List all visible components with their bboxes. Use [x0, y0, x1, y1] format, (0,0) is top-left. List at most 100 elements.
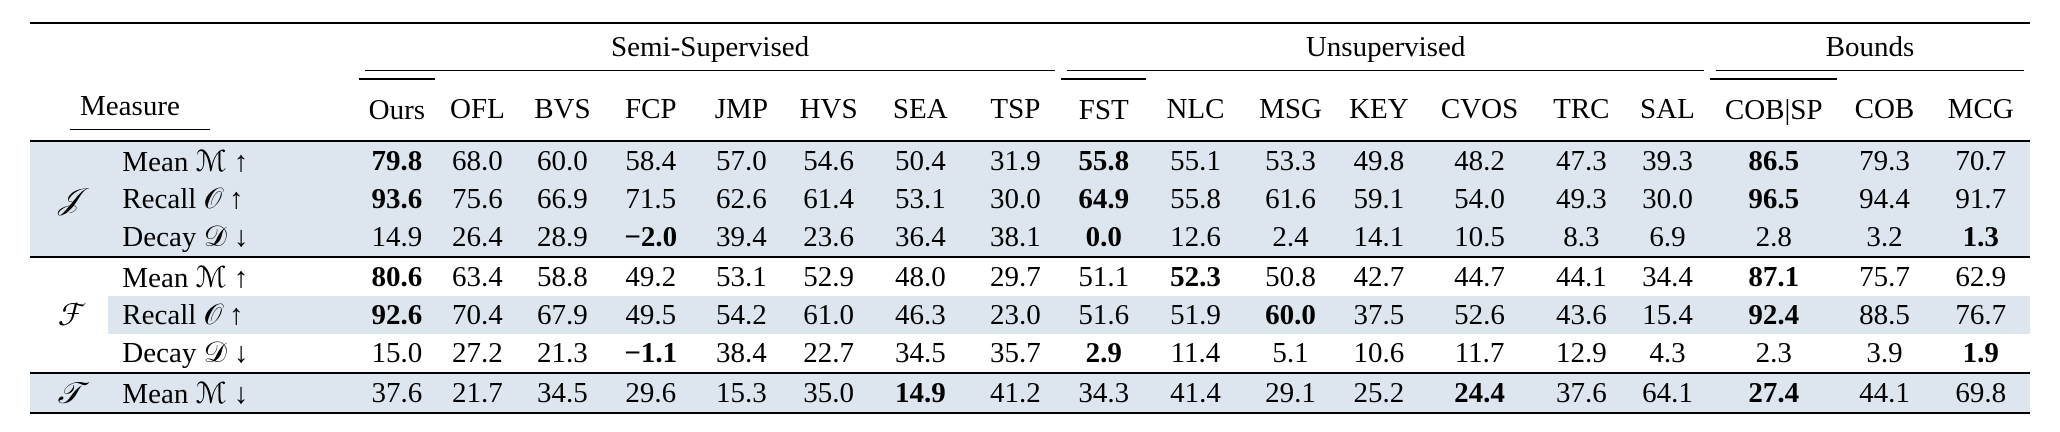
table-cell: 12.6: [1146, 218, 1245, 257]
table-cell: 34.3: [1061, 372, 1147, 414]
table-cell: 11.7: [1454, 336, 1505, 369]
table-cell: 54.6: [786, 140, 872, 180]
table-row: 𝒯 Mean ℳ ↓ 37.6 21.7 34.5 29.6 15.3 35.0 14.9 41.…: [30, 372, 2030, 414]
table-cell: 91.7: [1931, 180, 2030, 218]
table-cell: 87.1: [1709, 256, 1838, 296]
row-group-symbol: ℱ: [30, 256, 109, 373]
table-cell: 38.4: [715, 336, 767, 369]
column-header-ours: Ours: [358, 78, 435, 141]
table-cell: 1.9: [1962, 336, 1999, 369]
table-cell: 60.0: [519, 140, 605, 180]
table-cell: 70.4: [434, 296, 520, 334]
table-cell: 62.6: [696, 180, 787, 218]
table-cell: 43.6: [1537, 296, 1625, 334]
table-cell: 14.1: [1336, 218, 1422, 257]
table-cell: 50.8: [1244, 256, 1337, 296]
table-cell: 67.9: [519, 296, 605, 334]
table-cell: 86.5: [1709, 140, 1838, 180]
table-cell: 2.3: [1755, 336, 1792, 369]
table-cell: 54.0: [1421, 180, 1538, 218]
table-cell: 51.9: [1146, 296, 1245, 334]
table-cell: 15.3: [696, 372, 787, 414]
table-cell: 14.9: [358, 218, 435, 257]
table-cell: 70.7: [1931, 140, 2030, 180]
table-cell: 94.4: [1837, 180, 1932, 218]
table-cell: 46.3: [871, 296, 970, 334]
table-row: ℱ Mean ℳ ↑ 80.6 63.4 58.8 49.2 53.1 52.9 48.0 29.…: [30, 256, 2030, 373]
table-cell: 27.2: [452, 336, 503, 369]
row-group-symbol: 𝒯: [30, 372, 109, 414]
table-cell: 49.5: [604, 296, 697, 334]
table-cell: 42.7: [1336, 256, 1422, 296]
table-cell: 52.9: [786, 256, 872, 296]
measure-header: Measure: [30, 79, 359, 141]
metric-label: Mean ℳ ↑: [108, 140, 359, 180]
table-cell: 55.8: [1061, 140, 1147, 180]
table-row: Recall 𝒪 ↑ 93.6 75.6 66.9 71.5 62.6 61.4 53.1 30…: [30, 180, 2030, 218]
table-cell: 92.4: [1709, 296, 1838, 334]
table-cell: 39.3: [1624, 140, 1710, 180]
table-cell: 48.2: [1421, 140, 1538, 180]
metric-label: Recall 𝒪 ↑: [108, 180, 359, 218]
table-cell: 2.8: [1709, 218, 1838, 257]
table-cell: 3.9: [1866, 336, 1903, 369]
table-cell: 27.4: [1709, 372, 1838, 414]
metric-label: Decay 𝒟 ↓: [108, 218, 359, 257]
table-cell: 15.4: [1624, 296, 1710, 334]
table-cell: 8.3: [1537, 218, 1625, 257]
table-cell: 0.0: [1061, 218, 1147, 257]
table-cell: 24.4: [1421, 372, 1538, 414]
column-header-fst: FST: [1061, 78, 1147, 141]
table-cell: 36.4: [871, 218, 970, 257]
table-cell: 37.6: [358, 372, 435, 414]
table-row: Recall 𝒪 ↑ 92.6 70.4 67.9 49.5 54.2 61.0 46.3 23…: [30, 296, 2030, 334]
table-cell: 79.3: [1837, 140, 1932, 180]
table-cell: 37.6: [1537, 372, 1625, 414]
table-cell: 44.1: [1537, 256, 1625, 296]
table-cell: 15.0: [371, 336, 423, 369]
group-header-row: Semi-Supervised Unsupervised Bounds: [30, 22, 2030, 79]
table-cell: 2.4: [1244, 218, 1337, 257]
table-cell: 57.0: [696, 140, 787, 180]
table-cell: 28.9: [519, 218, 605, 257]
table-cell: 29.1: [1244, 372, 1337, 414]
column-header-hvs: HVS: [799, 93, 858, 125]
table-cell: 55.8: [1146, 180, 1245, 218]
column-header-bvs: BVS: [534, 93, 591, 125]
table-cell: 39.4: [696, 218, 787, 257]
table-cell: 10.5: [1421, 218, 1538, 257]
table-cell: 11.4: [1170, 336, 1221, 369]
table-cell: 66.9: [519, 180, 605, 218]
table-cell: 61.4: [786, 180, 872, 218]
table-cell: 53.1: [696, 256, 787, 296]
table-cell: 48.0: [871, 256, 970, 296]
table-row: Decay 𝒟 ↓ 14.9 26.4 28.9 −2.0 39.4 23.6 36.4 38.…: [30, 218, 2030, 257]
table-cell: 1.3: [1931, 218, 2030, 257]
table-cell: 69.8: [1931, 372, 2030, 414]
table-cell: 29.6: [604, 372, 697, 414]
column-header-key: KEY: [1349, 93, 1409, 125]
table-cell: 12.9: [1555, 336, 1607, 369]
table-cell: 93.6: [358, 180, 435, 218]
table-cell: 47.3: [1537, 140, 1625, 180]
table-cell: 38.1: [969, 218, 1062, 257]
group-bounds: Bounds: [1709, 22, 2030, 79]
table-cell: 41.4: [1146, 372, 1245, 414]
metric-label: Decay 𝒟 ↓: [122, 336, 249, 369]
column-header-cob-sp: COB|SP: [1709, 78, 1838, 141]
table-cell: 44.7: [1421, 256, 1538, 296]
table-cell: 53.1: [871, 180, 970, 218]
table-cell: 41.2: [969, 372, 1062, 414]
column-header-cvos: CVOS: [1440, 93, 1519, 125]
table-cell: 34.5: [894, 336, 946, 369]
metric-label: Recall 𝒪 ↑: [108, 296, 359, 334]
table-cell: 88.5: [1837, 296, 1932, 334]
metric-label: Mean ℳ ↑: [108, 256, 359, 296]
metric-label: Mean ℳ ↓: [108, 372, 359, 414]
column-header-jmp: JMP: [714, 93, 768, 125]
table-cell: 68.0: [434, 140, 520, 180]
table-cell: −2.0: [604, 218, 697, 257]
table-cell: 29.7: [969, 256, 1062, 296]
results-table: Semi-Supervised Unsupervised Bounds Meas…: [30, 22, 2030, 414]
table-cell: 31.9: [969, 140, 1062, 180]
